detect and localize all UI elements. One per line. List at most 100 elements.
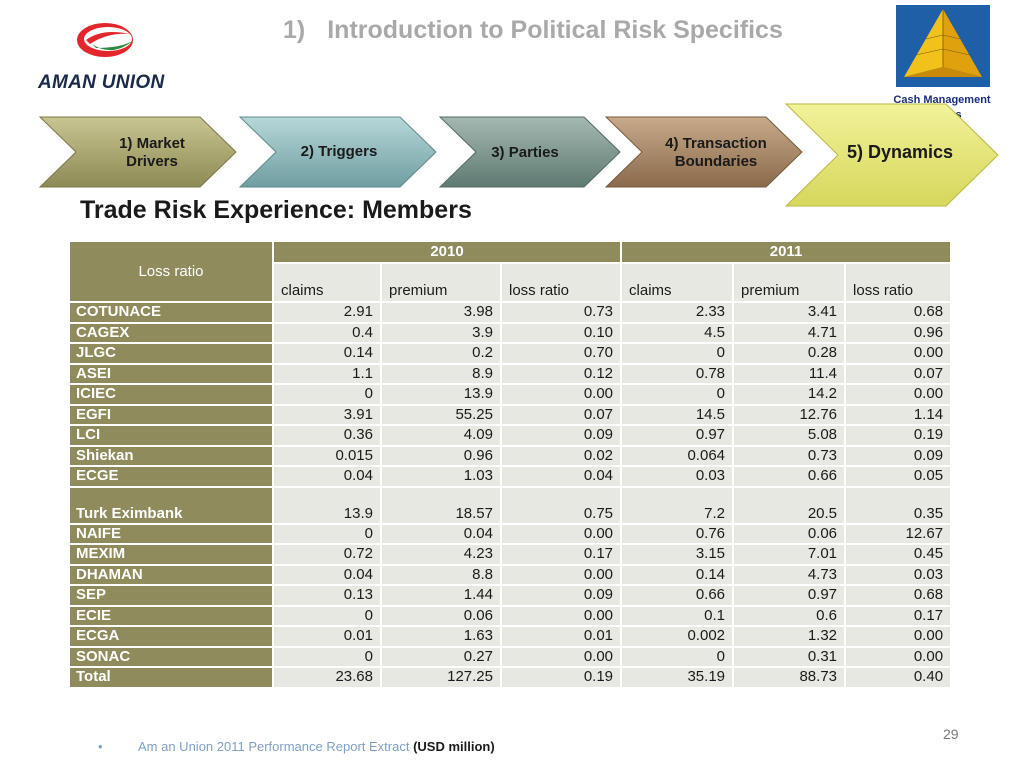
table-row: COTUNACE 2.91 3.98 0.73 2.33 3.41 0.68 [68, 301, 953, 324]
table-cell: 0.14 [272, 342, 382, 365]
step-4-chevron[interactable] [604, 116, 803, 188]
table-cell: 0.19 [499, 666, 623, 689]
table-cell: 18.57 [380, 485, 502, 525]
footnote-text: Am an Union 2011 Performance Report Extr… [138, 739, 414, 754]
row-name: DHAMAN [68, 563, 274, 586]
table-cell: 0.03 [844, 563, 953, 586]
table-cell: 0.06 [380, 604, 502, 627]
table-cell: 0.97 [620, 424, 735, 447]
table-cell: 0.13 [272, 584, 382, 607]
table-cell: 127.25 [380, 666, 502, 689]
row-name: JLGC [68, 342, 274, 365]
step-3-chevron[interactable] [438, 116, 621, 188]
step-4-label: 4) Transaction Boundaries [646, 135, 786, 171]
table-cell: 35.19 [620, 666, 735, 689]
aman-union-logo: AMAN UNION [36, 18, 186, 94]
table-cell: 0.70 [499, 342, 623, 365]
step-1-label: 1) Market Drivers [92, 135, 212, 171]
table-cell: 4.73 [732, 563, 847, 586]
row-name: ICIEC [68, 383, 274, 406]
table-cell: 13.9 [380, 383, 502, 406]
pyramid-logo-icon [896, 5, 990, 87]
table-cell: 0.14 [620, 563, 735, 586]
table-cell: 0.19 [844, 424, 953, 447]
table-row: Turk Eximbank 13.9 18.57 0.75 7.2 20.5 0.35 [68, 485, 953, 525]
table-cell: 0.04 [272, 465, 382, 488]
table-row: ASEI 1.1 8.9 0.12 0.78 11.4 0.07 [68, 362, 953, 385]
table-cell: 5.08 [732, 424, 847, 447]
table-cell: 0.72 [272, 543, 382, 566]
table-cell: 2.33 [620, 301, 735, 324]
table-cell: 0.00 [844, 645, 953, 668]
row-name: Turk Eximbank [68, 485, 274, 525]
table-cell: 0.2 [380, 342, 502, 365]
table-cell: 0.40 [844, 666, 953, 689]
step-5-chevron[interactable] [784, 103, 999, 207]
table-row: JLGC 0.14 0.2 0.70 0 0.28 0.00 [68, 342, 953, 365]
table-cell: 4.5 [620, 321, 735, 344]
table-cell: 0.36 [272, 424, 382, 447]
page-number: 29 [943, 726, 959, 742]
table-row: ECGA 0.01 1.63 0.01 0.002 1.32 0.00 [68, 625, 953, 648]
row-name: NAIFE [68, 522, 274, 545]
row-name: EGFI [68, 403, 274, 426]
row-name: ECGE [68, 465, 274, 488]
table-cell: 0.09 [499, 424, 623, 447]
table-cell: 20.5 [732, 485, 847, 525]
table-cell: 0.73 [499, 301, 623, 324]
table-cell: 2.91 [272, 301, 382, 324]
step-4-line-2: Boundaries [674, 153, 758, 170]
process-chevrons [38, 103, 999, 207]
step-1-chevron[interactable] [38, 116, 237, 188]
step-2-label: 2) Triggers [280, 143, 398, 161]
table-row: MEXIM 0.72 4.23 0.17 3.15 7.01 0.45 [68, 543, 953, 566]
swoosh-logo-icon [77, 23, 134, 57]
table-cell: 0.04 [272, 563, 382, 586]
table-row: SEP 0.13 1.44 0.09 0.66 0.97 0.68 [68, 584, 953, 607]
table-cell: 0.1 [620, 604, 735, 627]
table-row: Total 23.68 127.25 0.19 35.19 88.73 0.40 [68, 666, 953, 689]
row-name: ECGA [68, 625, 274, 648]
footnote-bullet: • [98, 739, 103, 754]
table-cell: 0 [620, 383, 735, 406]
table-cell: 4.23 [380, 543, 502, 566]
table-cell: 0 [620, 342, 735, 365]
table-cell: 0.00 [844, 625, 953, 648]
step-1-line-2: Drivers [126, 153, 178, 170]
table-cell: 0.015 [272, 444, 382, 467]
row-name: SONAC [68, 645, 274, 668]
table-row: NAIFE 0 0.04 0.00 0.76 0.06 12.67 [68, 522, 953, 545]
table-cell: 0.00 [499, 383, 623, 406]
table-cell: 14.5 [620, 403, 735, 426]
table-cell: 0.76 [620, 522, 735, 545]
col-header-claims-2011: claims [620, 262, 735, 303]
table-cell: 0.68 [844, 584, 953, 607]
table-row: LCI 0.36 4.09 0.09 0.97 5.08 0.19 [68, 424, 953, 447]
table-cell: 14.2 [732, 383, 847, 406]
table-cell: 0.09 [844, 444, 953, 467]
table-cell: 0.31 [732, 645, 847, 668]
row-name: COTUNACE [68, 301, 274, 324]
table-cell: 4.71 [732, 321, 847, 344]
step-5-label: 5) Dynamics [838, 143, 962, 161]
table-cell: 0.6 [732, 604, 847, 627]
table-cell: 0.4 [272, 321, 382, 344]
row-name: Total [68, 666, 274, 689]
table-cell: 0 [272, 645, 382, 668]
table-cell: 0.00 [499, 645, 623, 668]
table-cell: 23.68 [272, 666, 382, 689]
brand-line-1: Cash Management [893, 94, 991, 106]
col-header-loss-ratio-2010: loss ratio [499, 262, 623, 303]
table-row: SONAC 0 0.27 0.00 0 0.31 0.00 [68, 645, 953, 668]
table-cell: 0.07 [844, 362, 953, 385]
table-cell: 0.064 [620, 444, 735, 467]
table-cell: 0 [272, 604, 382, 627]
table-cell: 55.25 [380, 403, 502, 426]
table-cell: 0.66 [732, 465, 847, 488]
step-2-chevron[interactable] [238, 116, 437, 188]
col-header-loss-ratio-2011: loss ratio [844, 262, 953, 303]
table-cell: 8.8 [380, 563, 502, 586]
table-body: COTUNACE 2.91 3.98 0.73 2.33 3.41 0.68 CAGEX 0.4… [68, 301, 953, 689]
step-3-line-1: 3) Parties [491, 144, 559, 161]
table-cell: 1.14 [844, 403, 953, 426]
